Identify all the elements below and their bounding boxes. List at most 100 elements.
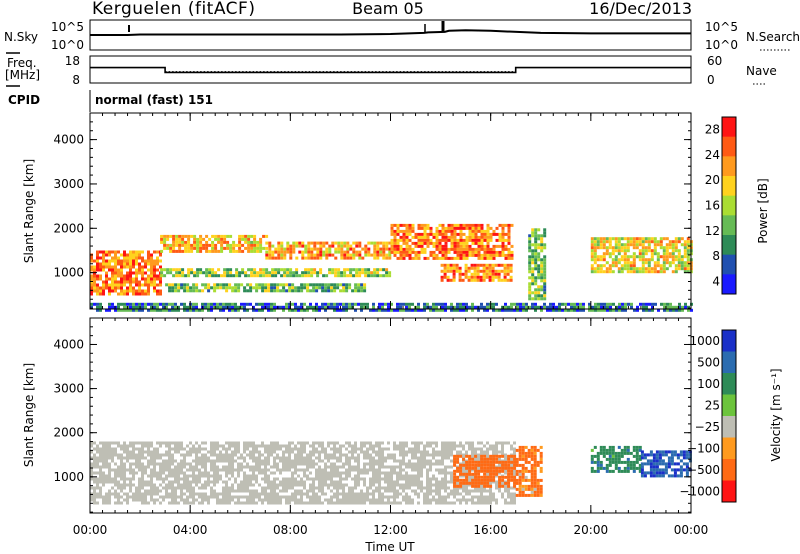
power-cell: [358, 271, 362, 275]
velocity-cell: [495, 480, 498, 484]
power-cell: [141, 302, 144, 306]
power-cell: [141, 268, 144, 272]
power-cell: [408, 250, 412, 254]
velocity-cell: [102, 495, 105, 499]
power-cell: [444, 229, 448, 233]
velocity-cell: [381, 456, 384, 460]
power-cell: [680, 261, 684, 265]
power-cell: [449, 263, 453, 267]
power-cell: [417, 256, 421, 260]
power-colorbar-frame: [721, 116, 737, 295]
velocity-cell: [261, 498, 264, 502]
velocity-cell: [375, 501, 378, 505]
velocity-cell: [435, 462, 438, 466]
velocity-cell: [189, 495, 192, 499]
power-cell: [147, 277, 150, 281]
power-cell: [141, 292, 144, 296]
power-cell: [573, 308, 576, 312]
power-cell: [486, 238, 490, 242]
velocity-cell: [312, 486, 315, 490]
power-cell: [423, 241, 427, 245]
power-cell: [226, 246, 230, 250]
power-cell: [213, 305, 216, 309]
velocity-cell: [342, 465, 345, 469]
power-cell: [289, 271, 293, 275]
velocity-cell: [123, 486, 126, 490]
cpid-label: CPID: [8, 93, 40, 107]
power-cell: [486, 305, 489, 309]
velocity-cell: [480, 501, 483, 505]
power-cell: [159, 308, 162, 312]
power-cell: [510, 244, 514, 248]
power-cell: [376, 256, 380, 260]
velocity-cell: [144, 501, 147, 505]
velocity-cell: [177, 483, 180, 487]
velocity-cell: [426, 471, 429, 475]
velocity-cell: [444, 474, 447, 478]
power-cell: [190, 234, 194, 238]
power-cell: [615, 308, 618, 312]
power-cell: [390, 232, 394, 236]
velocity-cell: [276, 462, 279, 466]
velocity-cell: [96, 465, 99, 469]
velocity-cell: [513, 463, 517, 467]
power-cell: [450, 223, 454, 227]
power-cell: [111, 289, 114, 293]
velocity-cell: [222, 468, 225, 472]
velocity-cell: [174, 480, 177, 484]
velocity-cell: [270, 489, 273, 493]
power-cell: [621, 302, 624, 306]
velocity-cell: [402, 489, 405, 493]
power-cell: [250, 240, 254, 244]
power-cell: [171, 289, 175, 293]
velocity-cell: [453, 454, 457, 458]
power-cell: [683, 240, 687, 244]
power-cell: [294, 308, 297, 312]
velocity-cell: [141, 483, 144, 487]
power-cell: [177, 286, 181, 290]
velocity-cell: [99, 489, 102, 493]
power-cell: [464, 272, 468, 276]
velocity-cell: [501, 460, 505, 464]
velocity-cell: [222, 444, 225, 448]
velocity-cell: [153, 474, 156, 478]
velocity-cell: [288, 498, 291, 502]
velocity-cell: [282, 495, 285, 499]
velocity-cell: [195, 492, 198, 496]
velocity-cell: [312, 477, 315, 481]
power-cell: [211, 246, 215, 250]
power-cell: [489, 250, 493, 254]
velocity-cell: [489, 460, 493, 464]
velocity-cell: [102, 441, 105, 445]
power-cell: [165, 302, 168, 306]
velocity-cell: [426, 480, 429, 484]
velocity-cell: [408, 465, 411, 469]
velocity-cell: [315, 477, 318, 481]
power-cell: [150, 274, 153, 278]
power-cell: [171, 302, 174, 306]
velocity-cell: [303, 474, 306, 478]
velocity-cell: [518, 472, 522, 476]
velocity-cell: [515, 448, 519, 452]
velocity-cell: [420, 453, 423, 457]
power-cell: [468, 250, 472, 254]
power-cell: [132, 286, 135, 290]
power-cell: [90, 292, 93, 296]
velocity-cell: [435, 453, 438, 457]
power-cell: [396, 223, 400, 227]
velocity-cell: [294, 456, 297, 460]
power-cell: [456, 232, 460, 236]
velocity-cell: [402, 453, 405, 457]
power-cell: [247, 237, 251, 241]
power-cell: [606, 305, 609, 309]
velocity-cell: [114, 441, 117, 445]
velocity-cell: [372, 471, 375, 475]
velocity-cell: [183, 492, 186, 496]
power-cell: [441, 244, 445, 248]
velocity-cell: [123, 462, 126, 466]
power-y-axis-label: Slant Range [km]: [22, 159, 36, 263]
power-cell: [334, 274, 338, 278]
power-cell: [364, 253, 368, 257]
velocity-cell: [120, 462, 123, 466]
power-cell: [405, 235, 409, 239]
